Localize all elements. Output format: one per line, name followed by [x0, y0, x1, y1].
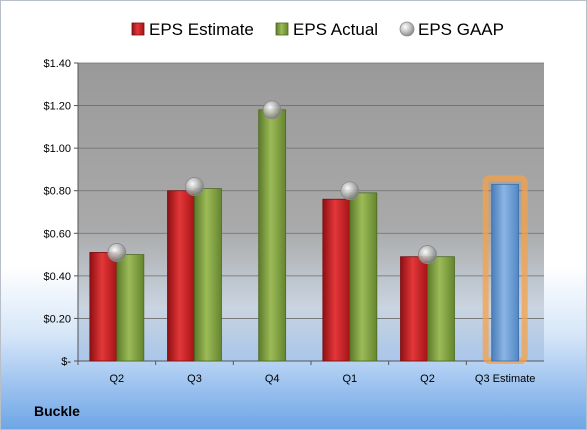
legend-label: EPS Estimate: [149, 20, 254, 39]
y-tick-label: $0.80: [43, 186, 71, 198]
bar-eps-estimate: [167, 190, 195, 362]
y-tick-label: $1.20: [43, 101, 71, 113]
legend-marker-eps-actual: [275, 22, 289, 36]
bar-eps-actual: [258, 109, 287, 362]
x-tick-label: Q2: [420, 373, 435, 385]
y-tick-label: $1.00: [43, 143, 71, 155]
bar-eps-actual: [349, 192, 378, 362]
x-tick-label: Q1: [342, 373, 357, 385]
x-tick-label: Q3 Estimate: [475, 373, 536, 385]
bar-eps-actual: [116, 254, 145, 362]
bar-eps-estimate: [89, 252, 118, 362]
bar-eps-estimate: [400, 256, 428, 362]
legend-marker-eps-estimate: [131, 22, 145, 36]
bar-eps-estimate: [322, 198, 351, 362]
dot-eps-gaap: [185, 177, 204, 196]
company-name: Buckle: [34, 403, 80, 419]
x-tick-label: Q4: [265, 373, 280, 385]
y-tick-label: $0.40: [43, 271, 71, 283]
dot-eps-gaap: [262, 100, 282, 120]
y-tick-label: $1.40: [43, 58, 71, 70]
bar-eps-actual: [427, 256, 455, 362]
bar-eps-actual: [194, 188, 222, 362]
y-tick-label: $-: [61, 356, 71, 368]
legend-marker-eps-gaap: [399, 21, 415, 37]
x-tick-label: Q3: [187, 373, 202, 385]
dot-eps-gaap: [418, 245, 437, 264]
dot-eps-gaap: [340, 181, 360, 201]
plot-area: [78, 63, 544, 361]
y-tick-label: $0.60: [43, 228, 71, 240]
x-tick-label: Q2: [109, 373, 124, 385]
legend-label: EPS GAAP: [418, 20, 504, 39]
legend-label: EPS Actual: [293, 20, 378, 39]
bar-eps-q3-estimate: [491, 183, 520, 362]
y-tick-label: $0.20: [43, 313, 71, 325]
dot-eps-gaap: [107, 243, 127, 262]
